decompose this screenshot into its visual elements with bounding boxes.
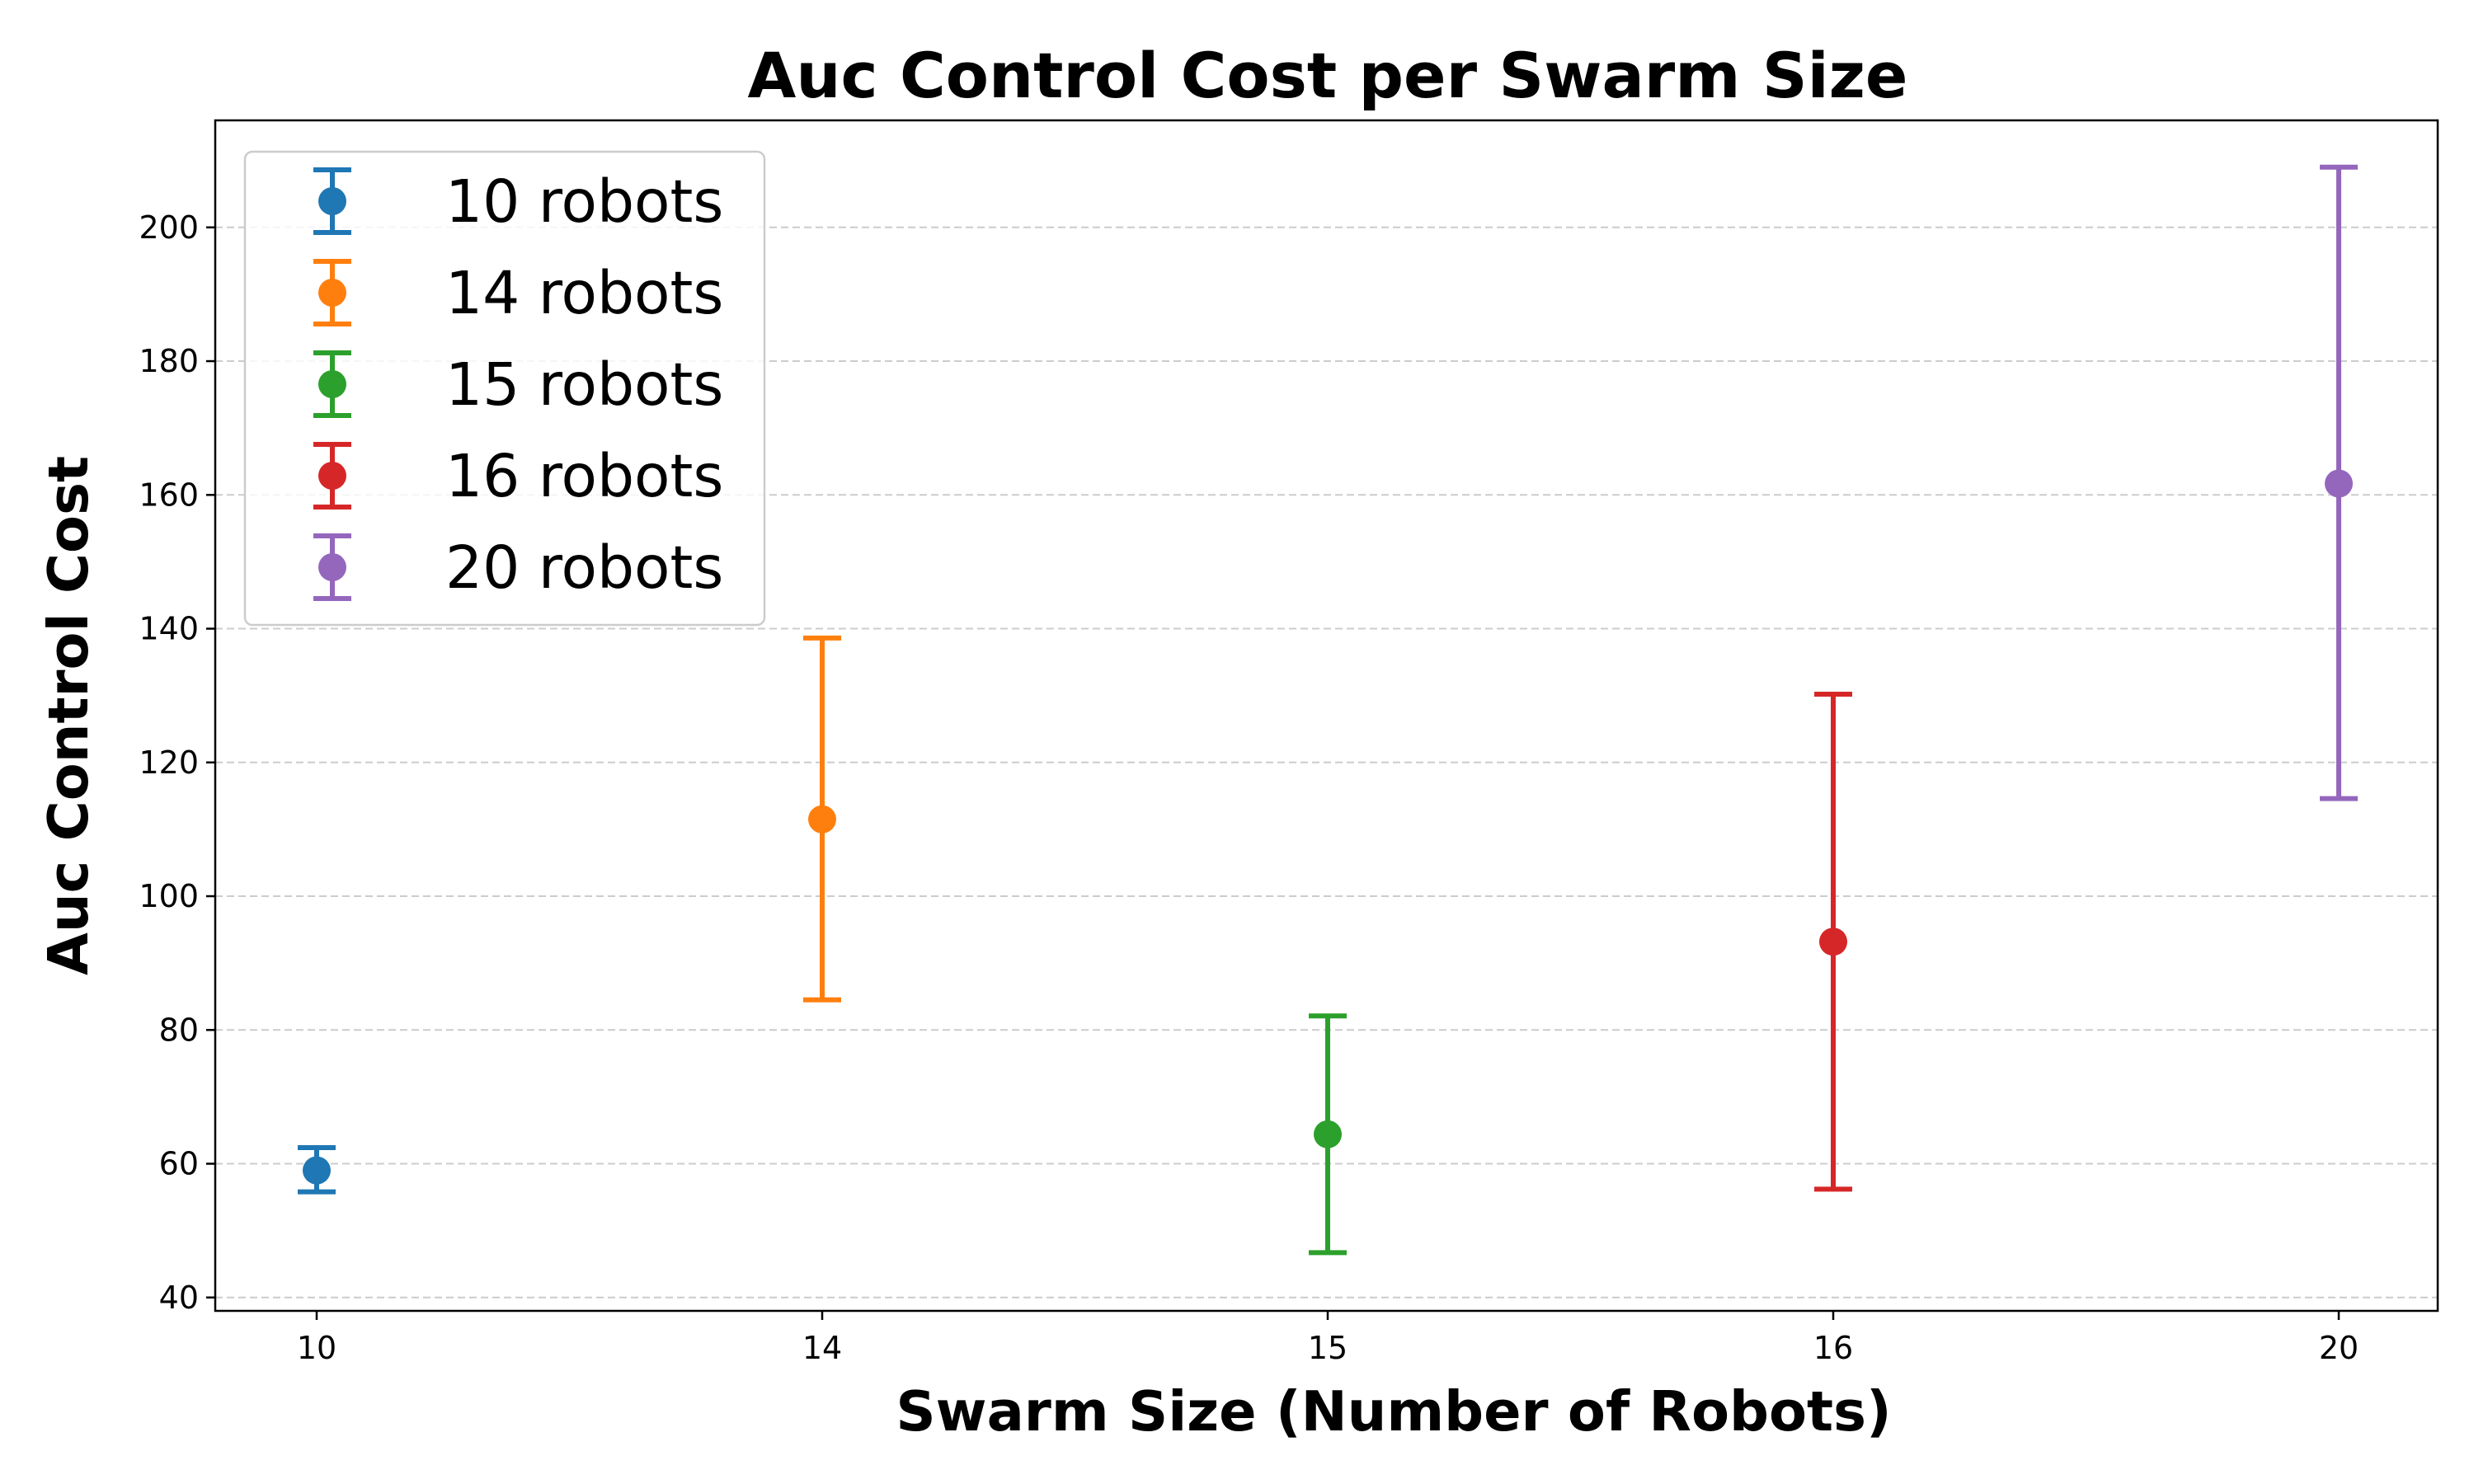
mean-point — [2325, 469, 2353, 498]
error-bar-group — [1814, 692, 1852, 1192]
legend-item: 15 robots — [313, 350, 723, 419]
legend-box — [243, 150, 766, 627]
error-bar-group — [2320, 164, 2358, 801]
y-tick-label: 80 — [159, 1012, 199, 1048]
plot-frame — [214, 119, 2439, 1313]
legend-marker — [318, 370, 346, 398]
mean-point — [1314, 1120, 1342, 1148]
x-tick-label: 20 — [2319, 1330, 2359, 1366]
legend-item: 14 robots — [313, 259, 723, 327]
x-tick-label: 16 — [1813, 1330, 1853, 1366]
y-tick-label: 120 — [139, 744, 199, 781]
legend-label: 10 robots — [445, 167, 723, 236]
y-tick-label: 200 — [139, 209, 199, 246]
mean-point — [1819, 928, 1847, 956]
legend-marker — [318, 187, 346, 215]
legend-item: 20 robots — [313, 533, 723, 602]
error-bar-group — [298, 1145, 336, 1195]
legend-marker — [318, 279, 346, 307]
legend-label: 20 robots — [445, 533, 723, 602]
legend-item: 16 robots — [313, 442, 723, 510]
error-bar-group — [803, 635, 841, 1003]
x-tick-label: 14 — [802, 1330, 842, 1366]
x-tick-label: 10 — [297, 1330, 336, 1366]
legend-label: 15 robots — [445, 350, 723, 419]
y-tick-label: 100 — [139, 878, 199, 914]
y-tick-label: 40 — [159, 1280, 199, 1316]
legend-label: 16 robots — [445, 442, 723, 510]
x-axis-label: Swarm Size (Number of Robots) — [896, 1379, 1891, 1444]
y-tick-label: 140 — [139, 611, 199, 647]
legend: 10 robots 14 robots 15 robots 16 robots 20 r… — [243, 150, 766, 627]
x-tick-label: 15 — [1308, 1330, 1348, 1366]
y-tick-label: 180 — [139, 343, 199, 379]
y-tick-label: 160 — [139, 477, 199, 513]
mean-point — [303, 1156, 331, 1185]
marks-layer — [298, 164, 2358, 1256]
mean-point — [808, 805, 836, 834]
legend-marker — [318, 462, 346, 490]
ticks-layer: 40 60 80 100 120 140 160 180 200 10 14 15 16 20 — [139, 209, 2359, 1366]
legend-item: 10 robots — [313, 167, 723, 236]
error-bar-group — [1309, 1013, 1347, 1256]
legend-label: 14 robots — [445, 259, 723, 327]
y-tick-label: 60 — [159, 1146, 199, 1182]
chart-title: Auc Control Cost per Swarm Size — [748, 39, 1908, 112]
y-axis-label: Auc Control Cost — [36, 456, 101, 975]
legend-marker — [318, 553, 346, 581]
